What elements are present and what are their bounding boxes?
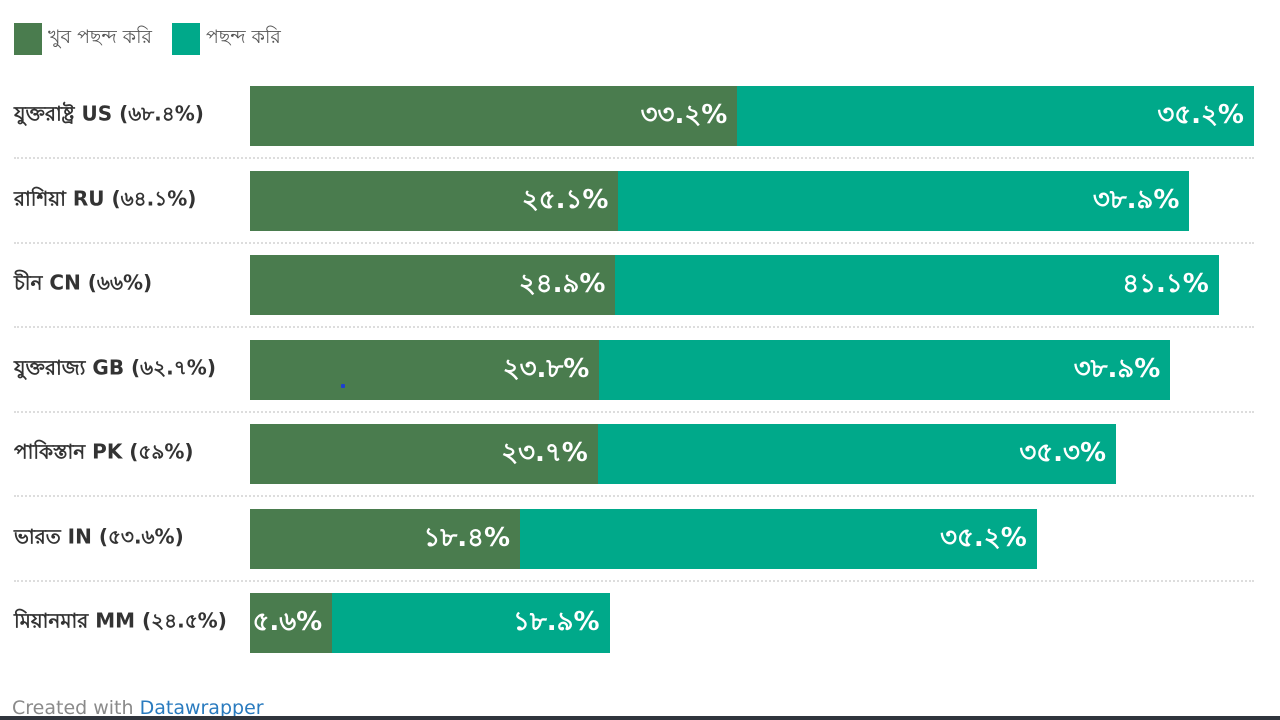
bar-value-label: ২৩.৭%	[501, 438, 588, 468]
category-label: যুক্তরাজ্য GB (৬২.৭%)	[14, 355, 216, 380]
bar-value-label: ৩৩.২%	[640, 100, 728, 130]
bar-value-label: ৩৫.৩%	[1019, 438, 1107, 468]
bar-row: যুক্তরাষ্ট্র US (৬৮.৪%) ৩৩.২% ৩৫.২%	[14, 86, 1254, 146]
row-divider	[14, 495, 1254, 497]
category-label: চীন CN (৬৬%)	[14, 270, 153, 295]
bar-value-label: ১৮.৪%	[423, 523, 511, 553]
bar-row: পাকিস্তান PK (৫৯%) ২৩.৭% ৩৫.৩%	[14, 424, 1254, 484]
legend-swatch-like	[171, 23, 200, 55]
bar-value-label: ৩৫.২%	[940, 523, 1027, 553]
bar-track: ২৪.৯% ৪১.১%	[250, 255, 1254, 315]
bar-value-label: ২৪.৯%	[518, 269, 606, 299]
bar-segment-very-much: ২৩.৭%	[250, 424, 598, 484]
category-label: রাশিয়া RU (৬৪.১%)	[14, 186, 197, 211]
bar-row: চীন CN (৬৬%) ২৪.৯% ৪১.১%	[14, 255, 1254, 315]
bar-segment-like: ৩৫.২%	[737, 86, 1254, 146]
bar-value-label: ২৩.৮%	[502, 354, 590, 384]
bar-value-label: ১৮.৯%	[513, 607, 600, 637]
bar-value-label: ৪১.১%	[1122, 269, 1209, 299]
legend-swatch-very-much	[14, 23, 42, 55]
bar-track: ৫.৬% ১৮.৯%	[250, 593, 1254, 653]
bar-row: যুক্তরাজ্য GB (৬২.৭%) ২৩.৮% ৩৮.৯%	[14, 340, 1254, 400]
footer-credit: Created with Datawrapper	[12, 697, 264, 719]
bar-value-label: ৩৮.৯%	[1073, 354, 1161, 384]
bottom-edge-strip	[0, 716, 1280, 720]
bar-value-label: ৫.৬%	[252, 607, 323, 637]
category-label: পাকিস্তান PK (৫৯%)	[14, 439, 194, 464]
bar-track: ২৫.১% ৩৮.৯%	[250, 171, 1254, 231]
bar-segment-like: ১৮.৯%	[332, 593, 610, 653]
legend-label-very-much: খুব পছন্দ করি	[48, 26, 152, 48]
bar-segment-very-much: ২৩.৮%	[250, 340, 600, 400]
bar-segment-like: ৪১.১%	[615, 255, 1219, 315]
category-label: ভারত IN (৫৩.৬%)	[14, 524, 184, 549]
bar-value-label: ৩৫.২%	[1157, 100, 1244, 130]
row-divider	[14, 326, 1254, 328]
bar-row: রাশিয়া RU (৬৪.১%) ২৫.১% ৩৮.৯%	[14, 171, 1254, 231]
bar-track: ৩৩.২% ৩৫.২%	[250, 86, 1254, 146]
bar-segment-very-much: ২৪.৯%	[250, 255, 616, 315]
bar-segment-very-much: ১৮.৪%	[250, 509, 521, 569]
row-divider	[14, 580, 1254, 582]
bar-track: ১৮.৪% ৩৫.২%	[250, 509, 1254, 569]
bar-segment-like: ৩৮.৯%	[618, 171, 1190, 231]
legend-item-very-much: খুব পছন্দ করি	[14, 23, 152, 55]
row-divider	[14, 411, 1254, 413]
row-divider	[14, 157, 1254, 159]
bar-segment-very-much: ৫.৬%	[250, 593, 333, 653]
bar-row: ভারত IN (৫৩.৬%) ১৮.৪% ৩৫.২%	[14, 509, 1254, 569]
footer-prefix: Created with	[12, 697, 140, 719]
bar-track: ২৩.৭% ৩৫.৩%	[250, 424, 1254, 484]
row-divider	[14, 242, 1254, 244]
category-label: যুক্তরাষ্ট্র US (৬৮.৪%)	[14, 101, 204, 126]
legend-item-like: পছন্দ করি	[171, 23, 281, 55]
bar-segment-very-much: ২৫.১%	[250, 171, 619, 231]
datawrapper-link[interactable]: Datawrapper	[139, 697, 264, 719]
stray-blue-dot	[341, 384, 345, 388]
category-label: মিয়ানমার MM (২৪.৫%)	[14, 608, 227, 633]
bar-segment-like: ৩৮.৯%	[599, 340, 1171, 400]
bar-track: ২৩.৮% ৩৮.৯%	[250, 340, 1254, 400]
bar-segment-like: ৩৫.৩%	[597, 424, 1117, 484]
bar-row: মিয়ানমার MM (২৪.৫%) ৫.৬% ১৮.৯%	[14, 593, 1254, 653]
bar-value-label: ৩৮.৯%	[1092, 185, 1180, 215]
bar-segment-like: ৩৫.২%	[520, 509, 1037, 569]
bar-segment-very-much: ৩৩.২%	[250, 86, 738, 146]
legend-label-like: পছন্দ করি	[205, 26, 281, 48]
bar-value-label: ২৫.১%	[521, 185, 609, 215]
chart-legend: খুব পছন্দ করি পছন্দ করি	[14, 22, 301, 56]
